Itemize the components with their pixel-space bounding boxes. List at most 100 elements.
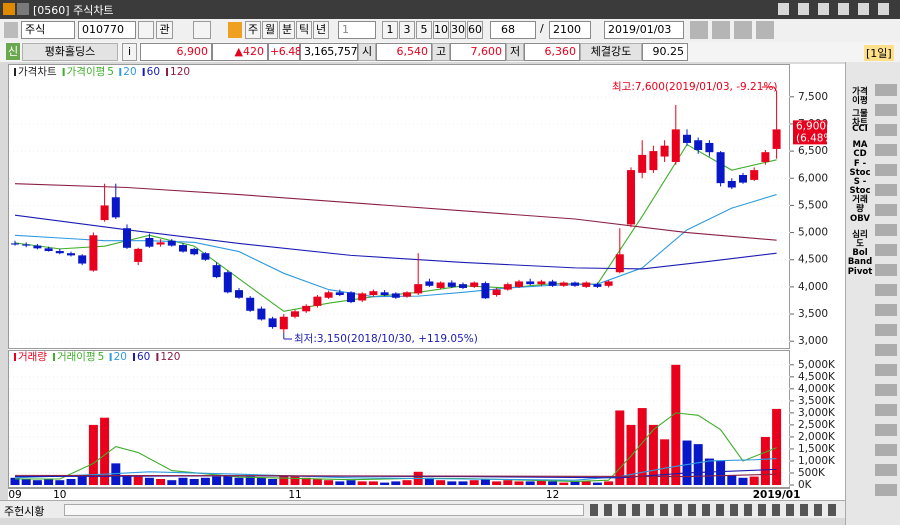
nav-buttons[interactable]	[590, 504, 840, 516]
indicator-button[interactable]: Pivot	[847, 268, 873, 277]
volume-bar	[156, 478, 166, 485]
y-tick-label: 2,000K	[798, 431, 836, 443]
legend-entry: 120	[170, 66, 190, 78]
volume-bar	[100, 417, 110, 485]
indicator-label: Stoc	[849, 186, 871, 196]
candle-body	[459, 284, 467, 288]
indicator-button[interactable]: Bol Band	[847, 249, 873, 267]
candle-body	[358, 293, 367, 301]
indicator-button[interactable]: CCI	[847, 125, 873, 134]
volume-bar	[424, 477, 434, 485]
sidebar	[845, 62, 900, 525]
period-button[interactable]: 분	[279, 21, 295, 39]
volume-bar	[357, 481, 367, 485]
minute-button[interactable]: 30	[450, 21, 466, 39]
price-panel	[8, 64, 790, 349]
volume-bar	[167, 480, 177, 485]
indicator-button[interactable]: F - Stoc	[847, 160, 873, 178]
minute-button[interactable]: 3	[399, 21, 415, 39]
indicator-button[interactable]: 그물 차트	[847, 110, 873, 128]
candle-body	[201, 253, 210, 260]
last-change-label: (6.48%)	[796, 132, 838, 144]
legend-entry: 20	[123, 66, 136, 78]
legend-swatch	[156, 353, 159, 361]
info-button[interactable]: i	[122, 43, 137, 61]
minute-button[interactable]: 10	[433, 21, 449, 39]
volume-bar	[525, 481, 535, 485]
volume-bar	[189, 478, 199, 485]
volume-bar	[144, 477, 154, 485]
volume-bar	[122, 475, 132, 485]
code-input[interactable]: 010770	[78, 21, 136, 39]
color-icon[interactable]	[228, 22, 242, 38]
volume-bar	[10, 477, 20, 485]
ma-line	[14, 183, 777, 241]
legend-entry: 120	[160, 351, 180, 363]
low: 6,360	[524, 43, 580, 61]
candle-body	[716, 152, 725, 184]
period-button[interactable]: 년	[313, 21, 329, 39]
volume: 3,165,757	[300, 43, 358, 61]
indicator-button[interactable]: S - Stoc	[847, 178, 873, 196]
indicator-label: 가격	[852, 87, 868, 97]
market-select[interactable]: 주식	[21, 21, 75, 39]
scrollbar[interactable]	[64, 504, 584, 516]
candle-body	[11, 243, 19, 245]
window-controls[interactable]	[778, 3, 894, 15]
unit-select[interactable]: 1	[338, 21, 376, 39]
minute-button[interactable]: 5	[416, 21, 432, 39]
volume-bar	[436, 480, 446, 485]
tool-column[interactable]	[875, 84, 897, 504]
indicator-label: Bol	[852, 248, 868, 258]
candle-body	[391, 293, 400, 298]
menu-icon[interactable]	[4, 22, 18, 38]
legend-swatch	[109, 353, 112, 361]
y-tick-label: 4,000	[798, 281, 828, 293]
candle-body	[627, 170, 635, 225]
minute-button[interactable]: 1	[382, 21, 398, 39]
y-tick-label: 7,500	[798, 91, 828, 103]
watch-button[interactable]: 관	[156, 21, 173, 39]
help-icon[interactable]	[17, 3, 29, 15]
news-tab[interactable]: 주헌시황	[4, 505, 45, 518]
minute-button[interactable]: 60	[467, 21, 483, 39]
indicator-button[interactable]: OBV	[847, 215, 873, 224]
period-label: [1일]	[864, 45, 894, 61]
volume-bar	[615, 410, 625, 485]
volume-bar	[223, 475, 233, 485]
legend-label: 가격이평	[67, 65, 106, 78]
indicator-button[interactable]: MA CD	[847, 141, 873, 159]
candle-body	[145, 238, 154, 247]
max-count-input[interactable]: 2100	[549, 21, 591, 39]
search-button[interactable]	[138, 21, 154, 39]
candle-body	[380, 292, 389, 296]
indicator-button[interactable]: 거래 량	[847, 196, 873, 214]
volume-bar	[55, 480, 65, 485]
date-input[interactable]: 2019/01/03	[604, 21, 684, 39]
indicator-button[interactable]: 심리 도	[847, 231, 873, 249]
spin-button[interactable]	[193, 21, 211, 39]
tool-icons[interactable]	[690, 21, 774, 39]
period-button[interactable]: 월	[262, 21, 278, 39]
indicator-button[interactable]: 가격 이평	[847, 88, 873, 106]
volume-bar	[368, 481, 378, 485]
y-tick-label: 0K	[798, 479, 813, 491]
period-button[interactable]: 틱	[296, 21, 312, 39]
legend-swatch	[14, 353, 16, 361]
volume-bar	[682, 440, 692, 485]
indicator-label: 량	[856, 204, 864, 214]
candle-body	[683, 134, 691, 143]
y-tick-label: 4,000K	[798, 383, 836, 395]
candle-body	[436, 282, 445, 288]
volume-bar	[637, 408, 647, 485]
badge: 신	[6, 43, 20, 60]
volume-bar	[245, 476, 255, 485]
y-tick-label: 3,500	[798, 308, 828, 320]
candle-body	[750, 170, 759, 180]
candle-body	[571, 282, 579, 286]
candle-body	[649, 151, 658, 171]
candle-body	[739, 174, 747, 183]
count-input[interactable]: 68	[490, 21, 536, 39]
period-button[interactable]: 주	[245, 21, 261, 39]
candle-body	[414, 284, 423, 294]
